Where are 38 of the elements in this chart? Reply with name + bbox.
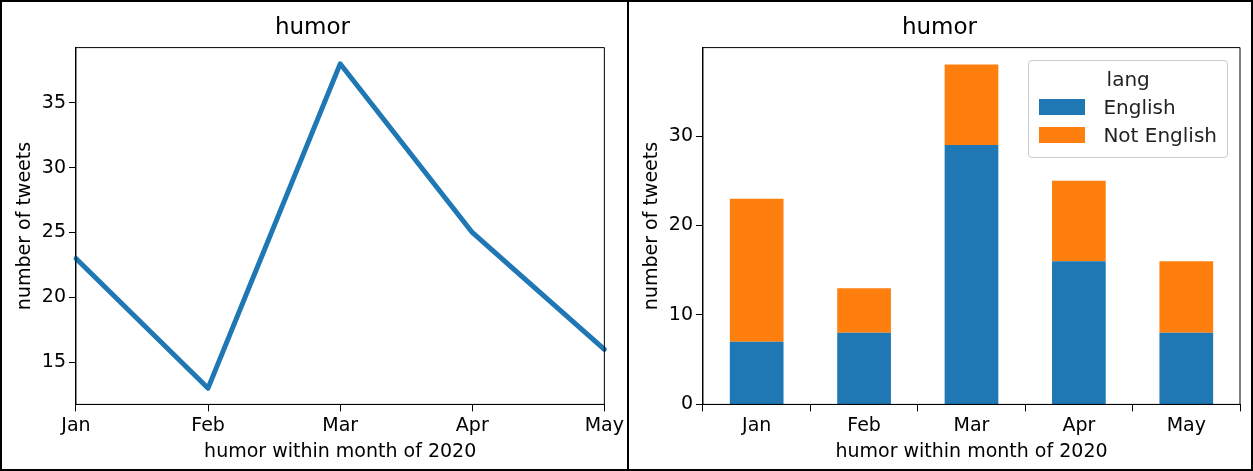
y-tick-label: 30 [668,123,693,146]
bar [944,145,999,404]
y-tick-label: 0 [680,391,693,414]
x-axis-title: humor within month of 2020 [835,438,1108,461]
bar [837,288,891,333]
bar [729,198,784,342]
bar [1159,332,1214,404]
x-tick-label: Apr [1062,412,1096,435]
bar [1159,261,1214,333]
chart-title: humor [901,12,978,39]
y-tick-label: 25 [41,219,66,242]
bar [837,332,891,404]
x-tick-label: Feb [191,412,225,435]
legend-label: English [1103,94,1176,119]
bar [729,341,784,404]
y-axis-title: number of tweets [12,141,35,311]
y-tick-label: 35 [41,89,66,112]
y-tick-label: 10 [668,301,693,324]
x-tick-label: Apr [455,412,489,435]
y-tick-label: 20 [668,212,693,235]
x-tick-label: May [584,412,624,435]
x-tick-label: Jan [741,412,772,435]
bar [944,64,999,146]
x-tick-label: Jan [60,412,91,435]
y-tick-label: 15 [41,349,66,372]
x-axis-title: humor within month of 2020 [204,438,477,461]
y-tick-label: 20 [41,284,66,307]
x-tick-label: Feb [847,412,881,435]
bar [1052,180,1106,262]
x-tick-label: Mar [322,412,359,435]
legend-label: Not English [1103,122,1217,147]
x-tick-label: Mar [953,412,990,435]
bar [1052,261,1106,404]
y-tick-label: 30 [41,154,66,177]
legend-title: lang [1105,66,1151,91]
chart-title: humor [274,12,351,39]
x-tick-label: May [1166,412,1206,435]
y-axis-title: number of tweets [639,141,662,311]
